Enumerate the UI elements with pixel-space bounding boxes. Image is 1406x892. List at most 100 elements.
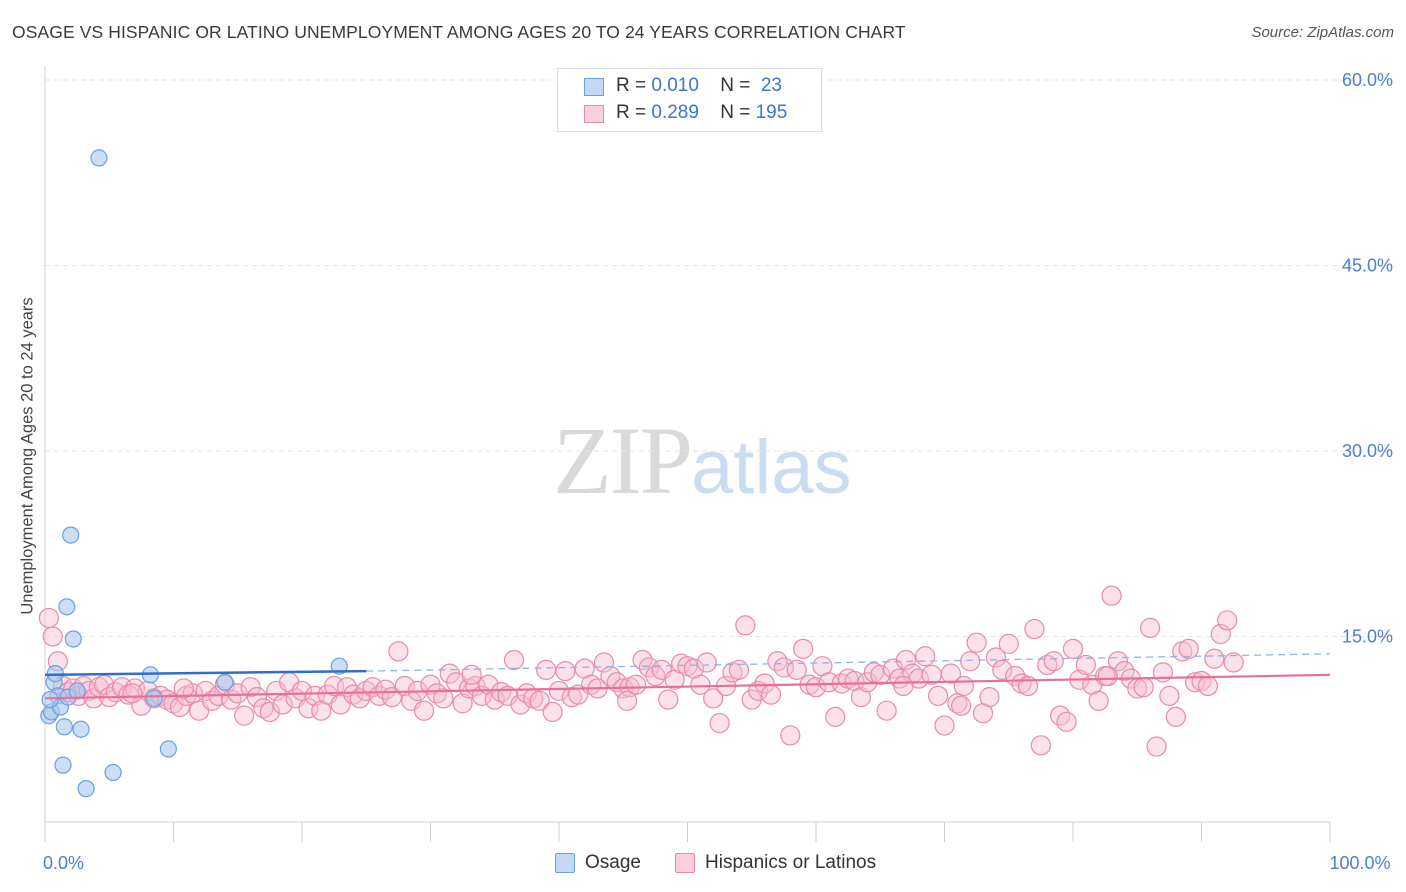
legend-osage-r-label: R =	[616, 75, 652, 96]
hispanic-point	[1024, 618, 1045, 640]
hispanic-point	[343, 684, 364, 705]
hispanic-point	[696, 652, 717, 673]
osage-point	[58, 598, 76, 616]
hispanic-point	[1139, 617, 1161, 638]
hispanic-point	[1075, 654, 1096, 676]
legend-osage-r-value: 0.010	[651, 75, 699, 96]
hispanic-point	[1107, 651, 1129, 672]
hispanic-point	[1159, 685, 1180, 706]
osage-point	[216, 673, 234, 691]
hispanic-point	[1178, 638, 1199, 659]
hispanic-point	[625, 674, 647, 695]
hispanic-point	[876, 700, 897, 721]
series-swatch-hispanic	[675, 853, 695, 873]
hispanic-point	[173, 678, 194, 699]
hispanic-point	[998, 633, 1019, 655]
hispanic-point	[1165, 706, 1186, 727]
hispanic-point	[234, 705, 255, 726]
hispanic-point	[253, 698, 274, 719]
hispanic-point	[1223, 652, 1244, 673]
osage-point	[145, 689, 163, 707]
hispanic-point	[754, 673, 775, 694]
osage-point	[64, 630, 82, 648]
legend-hispanic-n-value: 195	[755, 102, 788, 123]
hispanic-point	[1204, 648, 1225, 669]
y-tick-label: 45.0%	[1342, 256, 1393, 276]
hispanic-point	[1030, 735, 1051, 756]
hispanic-point	[246, 686, 268, 708]
hispanic-point	[42, 626, 63, 647]
hispanic-point	[1056, 711, 1077, 732]
hispanic-point	[1088, 690, 1109, 711]
hispanic-point	[940, 663, 962, 684]
y-tick-label: 15.0%	[1342, 627, 1393, 647]
series-label-hispanic: Hispanics or Latinos	[705, 852, 877, 873]
hispanic-point	[960, 651, 981, 672]
legend-hispanic-r-label: R =	[616, 102, 652, 123]
hispanic-point	[542, 701, 563, 723]
osage-point	[77, 780, 95, 798]
hispanic-point	[934, 715, 955, 736]
hispanic-point	[951, 695, 972, 716]
hispanic-point	[548, 680, 570, 702]
hispanic-point	[690, 674, 711, 695]
hispanic-point	[617, 690, 638, 711]
osage-trend-line	[44, 669, 367, 677]
hispanic-point	[240, 677, 261, 698]
hispanic-point	[461, 664, 482, 685]
hispanic-point	[1146, 736, 1167, 757]
hispanic-point	[1097, 665, 1118, 687]
hispanic-point	[38, 607, 59, 629]
hispanic-point	[503, 649, 525, 671]
osage-point	[159, 740, 177, 758]
osage-trend-extension	[366, 653, 1331, 672]
hispanic-point	[491, 682, 512, 703]
correlation-legend: R = 0.010 N = 23 R = 0.289 N = 195	[557, 68, 822, 132]
hispanic-point	[735, 615, 756, 636]
legend-osage-n-value: 23	[755, 75, 782, 96]
hispanic-point	[291, 680, 313, 702]
hispanic-point	[953, 675, 974, 697]
hispanic-trend-line	[44, 673, 1331, 700]
hispanic-point	[529, 690, 550, 711]
hispanic-point	[536, 659, 557, 680]
hispanic-point	[760, 684, 782, 705]
hispanic-point	[658, 689, 679, 710]
hispanic-point	[870, 664, 891, 685]
hispanic-point	[985, 647, 1007, 668]
hispanic-point	[1217, 610, 1238, 631]
hispanic-point	[966, 632, 987, 653]
hispanic-point	[1062, 638, 1084, 659]
hispanic-point	[793, 638, 814, 659]
x-tick-label: 100.0%	[1329, 853, 1390, 873]
hispanic-point	[805, 677, 827, 698]
hispanic-point	[227, 683, 248, 704]
hispanic-point	[893, 675, 914, 697]
hispanic-point	[1101, 585, 1122, 606]
hispanic-point	[786, 659, 807, 680]
osage-point	[62, 526, 80, 544]
hispanic-point	[298, 698, 319, 719]
osage-point	[41, 690, 59, 709]
series-label-osage: Osage	[585, 852, 641, 873]
hispanic-point	[413, 700, 435, 721]
hispanic-point	[259, 701, 280, 723]
source-credit: Source: ZipAtlas.com	[1251, 24, 1394, 41]
hispanic-point	[850, 686, 872, 708]
hispanic-point	[780, 725, 801, 746]
hispanic-point	[947, 693, 968, 714]
hispanic-point	[979, 686, 1000, 708]
legend-swatch-hispanic	[584, 105, 604, 123]
hispanic-point	[992, 659, 1013, 680]
hispanic-point	[1037, 654, 1058, 676]
hispanic-point	[825, 706, 846, 727]
hispanic-point	[388, 641, 409, 662]
hispanic-point	[452, 693, 473, 714]
legend-swatch-osage	[584, 78, 604, 96]
osage-point	[54, 756, 72, 774]
osage-point	[55, 718, 73, 736]
series-swatch-osage	[555, 853, 575, 873]
chart-title: OSAGE VS HISPANIC OR LATINO UNEMPLOYMENT…	[12, 22, 906, 42]
y-tick-label: 60.0%	[1342, 70, 1393, 90]
osage-point	[104, 763, 122, 782]
